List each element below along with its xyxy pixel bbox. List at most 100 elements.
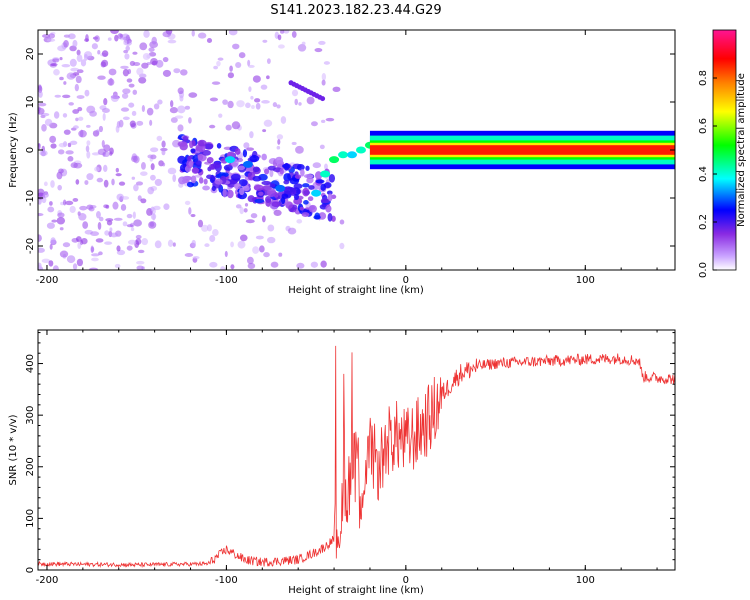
spectrogram-noise-blob bbox=[267, 236, 276, 244]
spectrogram-band-blob bbox=[313, 215, 321, 220]
spectrogram-noise-blob bbox=[57, 184, 62, 191]
spectrogram-noise-blob bbox=[112, 201, 119, 210]
spectrogram-noise-blob bbox=[97, 221, 102, 230]
spectrogram-noise-blob bbox=[162, 56, 169, 63]
spectrogram-noise-blob bbox=[141, 105, 145, 113]
spectrogram-noise-blob bbox=[188, 117, 192, 124]
spectrogram-band-blob bbox=[320, 198, 330, 204]
spectrogram-noise-blob bbox=[177, 87, 184, 95]
spectrogram-noise-blob bbox=[276, 145, 281, 150]
spectrogram-noise-blob bbox=[50, 63, 58, 67]
spectrogram-noise-blob bbox=[131, 110, 137, 116]
spectrogram-band-blob bbox=[195, 160, 202, 167]
spectrogram-noise-blob bbox=[115, 167, 119, 173]
spectrogram-noise-blob bbox=[232, 43, 240, 50]
spectrogram-band-blob bbox=[327, 213, 333, 222]
spectrogram-noise-blob bbox=[94, 166, 100, 172]
spectrogram-noise-blob bbox=[206, 38, 213, 43]
spectrogram-noise-blob bbox=[104, 230, 110, 236]
spectrogram-noise-blob bbox=[277, 138, 281, 145]
spectrogram-noise-blob bbox=[109, 77, 113, 86]
spectrogram-noise-blob bbox=[149, 221, 155, 227]
spectrogram-noise-blob bbox=[146, 54, 151, 59]
spectrogram-noise-blob bbox=[252, 246, 260, 254]
spectrogram-noise-blob bbox=[140, 171, 148, 176]
spectrogram-band-blob bbox=[237, 165, 245, 171]
spectrogram-noise-blob bbox=[218, 113, 223, 118]
spectrogram-band-blob bbox=[198, 177, 204, 184]
spectrogram-noise-blob bbox=[153, 103, 160, 110]
spectrogram-noise-blob bbox=[127, 239, 137, 245]
spectrogram-band-blob bbox=[289, 177, 300, 185]
spectrogram-noise-blob bbox=[235, 62, 242, 68]
spectrogram-band-blob bbox=[204, 143, 214, 150]
snr-axes: -200 -100 0 100 0 100 200 300 400 bbox=[25, 330, 675, 586]
spectrogram-noise-blob bbox=[239, 207, 244, 215]
spectrogram-noise-blob bbox=[120, 65, 129, 69]
spectrogram-band-blob bbox=[327, 193, 333, 202]
spectrogram-band-blob bbox=[303, 200, 309, 205]
spectrogram-noise-blob bbox=[237, 240, 246, 249]
spectrogram-noise-blob bbox=[184, 200, 191, 206]
spectrogram-noise-blob bbox=[311, 121, 318, 127]
spectrogram-noise-blob bbox=[124, 53, 130, 60]
spectrogram-noise-blob bbox=[209, 234, 216, 242]
colorbar-tick-label: 0.8 bbox=[698, 70, 709, 86]
spectrogram-noise-blob bbox=[245, 219, 255, 224]
spectrogram-noise-blob bbox=[79, 205, 88, 211]
spectrogram-noise-blob bbox=[260, 84, 268, 90]
spectrogram-xlabel: Height of straight line (km) bbox=[288, 285, 424, 296]
colorbar-ticks: 0.0 0.2 0.4 0.6 0.8 bbox=[698, 70, 717, 278]
spectrogram-noise-blob bbox=[248, 64, 255, 68]
spectrogram-noise-blob bbox=[122, 68, 129, 77]
spectrogram-noise-blob bbox=[84, 38, 90, 42]
spectrogram-noise-blob bbox=[38, 143, 41, 150]
spectrogram-band-blob bbox=[296, 164, 305, 171]
spectrogram-transition-spot bbox=[320, 170, 331, 178]
spectrogram-band-blob bbox=[247, 195, 255, 203]
spectrogram-band-blob bbox=[254, 198, 265, 204]
spectrogram-noise-blob bbox=[248, 86, 252, 92]
spectrogram-noise-blob bbox=[169, 107, 178, 114]
spectrogram-band-blob bbox=[213, 161, 221, 169]
spectrogram-noise-blob bbox=[42, 34, 51, 38]
spectrogram-x-tick-label: -100 bbox=[215, 275, 238, 286]
spectrogram-noise-blob bbox=[324, 163, 328, 170]
spectrogram-noise-blob bbox=[63, 39, 69, 48]
spectrogram-noise-blob bbox=[116, 193, 124, 201]
spectrogram-noise-blob bbox=[51, 219, 58, 223]
spectrogram-noise-blob bbox=[133, 184, 139, 192]
spectrogram-noise-blob bbox=[247, 262, 256, 269]
spectrogram-band-blob bbox=[303, 174, 314, 179]
spectrogram-noise-blob bbox=[154, 178, 163, 186]
spectrogram-noise-blob bbox=[201, 224, 209, 232]
spectrogram-noise-blob bbox=[156, 135, 163, 142]
spectrogram-noise-blob bbox=[157, 99, 163, 105]
spectrogram-band-blob bbox=[305, 165, 310, 171]
spectrogram-noise-blob bbox=[86, 173, 94, 181]
spectrogram-noise-blob bbox=[115, 125, 120, 133]
spectrogram-noise-blob bbox=[297, 43, 307, 52]
spectrogram-noise-blob bbox=[259, 245, 265, 253]
spectrogram-noise-blob bbox=[270, 261, 279, 268]
spectrogram-noise-blob bbox=[132, 211, 136, 219]
spectrogram-noise-blob bbox=[72, 263, 78, 270]
spectrogram-noise-blob bbox=[69, 205, 76, 214]
spectrogram-noise-blob bbox=[128, 83, 135, 88]
spectrogram-band-blob bbox=[211, 185, 216, 192]
spectrogram-noise-blob bbox=[75, 236, 82, 243]
spectrogram-noise-blob bbox=[120, 107, 130, 112]
spectrogram-band-blob bbox=[320, 183, 326, 192]
spectrogram-noise-blob bbox=[321, 119, 326, 124]
spectrogram-noise-blob bbox=[86, 124, 91, 128]
spectrogram-noise-blob bbox=[121, 93, 129, 99]
spectrogram-noise-blob bbox=[150, 57, 158, 66]
spectrogram-noise-blob bbox=[58, 168, 64, 174]
spectrogram-noise-blob bbox=[113, 217, 123, 221]
spectrogram-noise-blob bbox=[90, 245, 94, 254]
spectrogram-noise-blob bbox=[109, 151, 113, 156]
spectrogram-noise-blob bbox=[49, 135, 57, 144]
spectrogram-noise-blob bbox=[239, 234, 248, 242]
spectrogram-noise-blob bbox=[231, 121, 241, 130]
spectrogram-noise-blob bbox=[116, 245, 121, 252]
